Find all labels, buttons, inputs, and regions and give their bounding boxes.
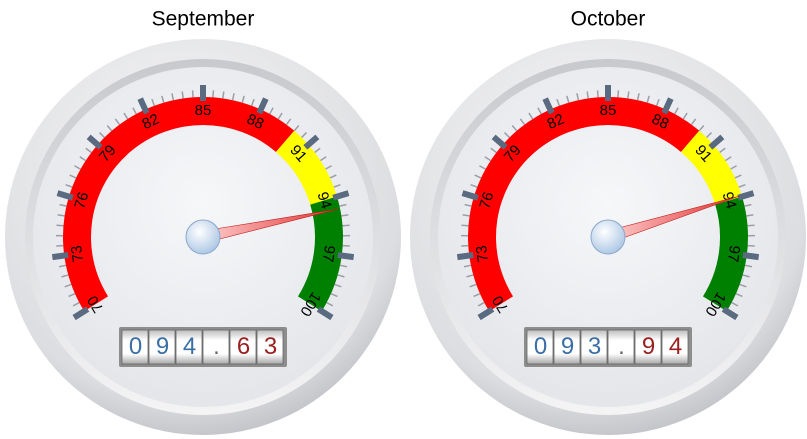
minor-tick [56, 225, 63, 226]
tick-label: 97 [724, 244, 743, 263]
tick-label: 73 [68, 244, 87, 263]
major-tick [457, 255, 473, 257]
tick-label: 85 [195, 102, 212, 119]
minor-tick [461, 225, 468, 226]
tick-label: 97 [319, 244, 338, 263]
minor-tick [628, 91, 629, 98]
dashboard: September70737679828588919497100094.63Oc… [0, 0, 807, 439]
minor-tick [182, 91, 183, 98]
gauge-title: October [571, 8, 646, 31]
minor-tick [343, 225, 350, 226]
major-tick [743, 255, 759, 257]
minor-tick [58, 215, 65, 216]
minor-tick [587, 91, 588, 98]
minor-tick [341, 215, 348, 216]
major-tick [52, 255, 68, 257]
tick-label: 85 [600, 102, 617, 119]
needle-pivot [186, 220, 220, 254]
major-tick [338, 255, 354, 257]
minor-tick [746, 215, 753, 216]
gauge-title: September [152, 8, 255, 31]
tick-label: 73 [473, 244, 492, 263]
minor-tick [748, 225, 755, 226]
minor-tick [463, 215, 470, 216]
needle-pivot [591, 220, 625, 254]
minor-tick [223, 91, 224, 98]
